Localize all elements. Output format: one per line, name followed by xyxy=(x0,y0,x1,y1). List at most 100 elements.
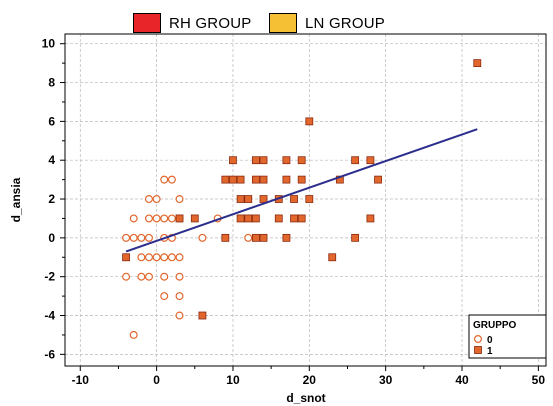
x-tick-label: 20 xyxy=(303,373,317,387)
point-group-1 xyxy=(221,175,230,184)
point-group-1 xyxy=(282,156,291,165)
point-group-0 xyxy=(244,233,253,242)
y-axis-label: d_ansia xyxy=(9,177,23,222)
y-tick-label: 4 xyxy=(48,153,55,167)
legend-item-rh-group: RH GROUP xyxy=(133,10,251,36)
point-group-1 xyxy=(274,214,283,223)
point-group-0 xyxy=(144,233,153,242)
y-tick-label: 10 xyxy=(42,37,56,51)
point-group-0 xyxy=(167,214,176,223)
point-group-0 xyxy=(160,175,169,184)
point-group-0 xyxy=(144,195,153,204)
point-group-1 xyxy=(221,233,230,242)
point-group-0 xyxy=(175,195,184,204)
point-group-0 xyxy=(175,272,184,281)
point-group-1 xyxy=(122,253,130,262)
point-group-0 xyxy=(122,233,131,242)
point-group-0 xyxy=(160,292,169,301)
point-group-1 xyxy=(236,175,245,184)
x-tick-label: 10 xyxy=(226,373,240,387)
point-group-0 xyxy=(144,253,153,262)
legend-marker-1 xyxy=(474,346,482,354)
point-group-1 xyxy=(282,175,291,184)
point-group-0 xyxy=(175,311,184,320)
group-legend: RH GROUP LN GROUP xyxy=(0,10,553,36)
point-group-0 xyxy=(137,233,146,242)
point-group-1 xyxy=(251,156,260,165)
point-group-0 xyxy=(152,214,161,223)
point-group-0 xyxy=(144,214,153,223)
plot-frame xyxy=(64,33,547,367)
legend-label-1: 1 xyxy=(487,346,493,357)
point-group-1 xyxy=(175,214,184,223)
x-tick-label: 0 xyxy=(153,373,160,387)
point-group-1 xyxy=(229,156,237,165)
point-group-0 xyxy=(137,253,146,262)
gruppo-legend: GRUPPO 0 1 xyxy=(468,314,547,359)
point-group-1 xyxy=(229,175,237,184)
point-group-1 xyxy=(236,195,245,203)
y-tick-label: 6 xyxy=(48,114,55,128)
y-tick-label: 8 xyxy=(48,76,55,90)
ln-group-swatch xyxy=(269,13,297,33)
rh-group-swatch xyxy=(133,13,161,33)
point-group-0 xyxy=(167,175,176,184)
point-group-1 xyxy=(190,214,199,223)
point-group-0 xyxy=(144,272,153,281)
point-group-0 xyxy=(129,214,138,223)
point-group-1 xyxy=(259,175,268,184)
x-tick-label: 30 xyxy=(379,373,393,387)
y-tick-label: -4 xyxy=(44,309,55,323)
point-group-1 xyxy=(290,214,298,223)
point-group-0 xyxy=(160,214,169,223)
series-group-1 xyxy=(122,59,482,320)
y-tick-label: -2 xyxy=(44,270,55,284)
point-group-1 xyxy=(351,156,360,165)
point-group-0 xyxy=(160,272,169,281)
point-group-1 xyxy=(366,156,375,165)
series-group-0 xyxy=(122,175,253,339)
x-tick-label: -10 xyxy=(72,373,90,387)
point-group-1 xyxy=(251,214,260,223)
point-group-0 xyxy=(198,233,207,242)
ln-group-label: LN GROUP xyxy=(305,14,385,32)
y-tick-label: -6 xyxy=(44,347,55,361)
point-group-1 xyxy=(297,175,306,184)
x-tick-label: 50 xyxy=(532,373,546,387)
point-group-1 xyxy=(244,214,253,223)
point-group-0 xyxy=(175,253,184,262)
x-axis-label: d_snot xyxy=(286,391,325,405)
point-group-1 xyxy=(236,214,245,223)
legend-item-ln-group: LN GROUP xyxy=(269,10,385,36)
point-group-1 xyxy=(297,214,306,223)
point-group-1 xyxy=(305,117,314,126)
point-group-1 xyxy=(282,233,291,242)
regression-line xyxy=(125,128,478,253)
point-group-0 xyxy=(129,330,138,339)
x-tick-label: 40 xyxy=(455,373,469,387)
point-group-1 xyxy=(244,195,253,203)
point-group-1 xyxy=(297,156,306,165)
point-group-1 xyxy=(198,311,207,320)
point-group-0 xyxy=(137,272,146,281)
point-group-1 xyxy=(259,195,268,203)
point-group-1 xyxy=(259,156,268,165)
point-group-0 xyxy=(175,292,184,301)
point-group-1 xyxy=(259,233,268,242)
point-group-1 xyxy=(328,253,337,262)
point-group-1 xyxy=(251,233,260,242)
point-group-1 xyxy=(374,175,382,184)
gruppo-legend-title: GRUPPO xyxy=(473,320,517,331)
point-group-1 xyxy=(251,175,260,184)
point-group-0 xyxy=(152,253,161,262)
point-group-0 xyxy=(122,272,131,281)
point-group-0 xyxy=(167,253,176,262)
point-group-1 xyxy=(351,233,360,242)
point-group-1 xyxy=(473,59,482,68)
point-group-1 xyxy=(290,195,298,203)
point-group-1 xyxy=(305,195,314,203)
legend-marker-0 xyxy=(474,335,483,344)
point-group-0 xyxy=(129,233,138,242)
